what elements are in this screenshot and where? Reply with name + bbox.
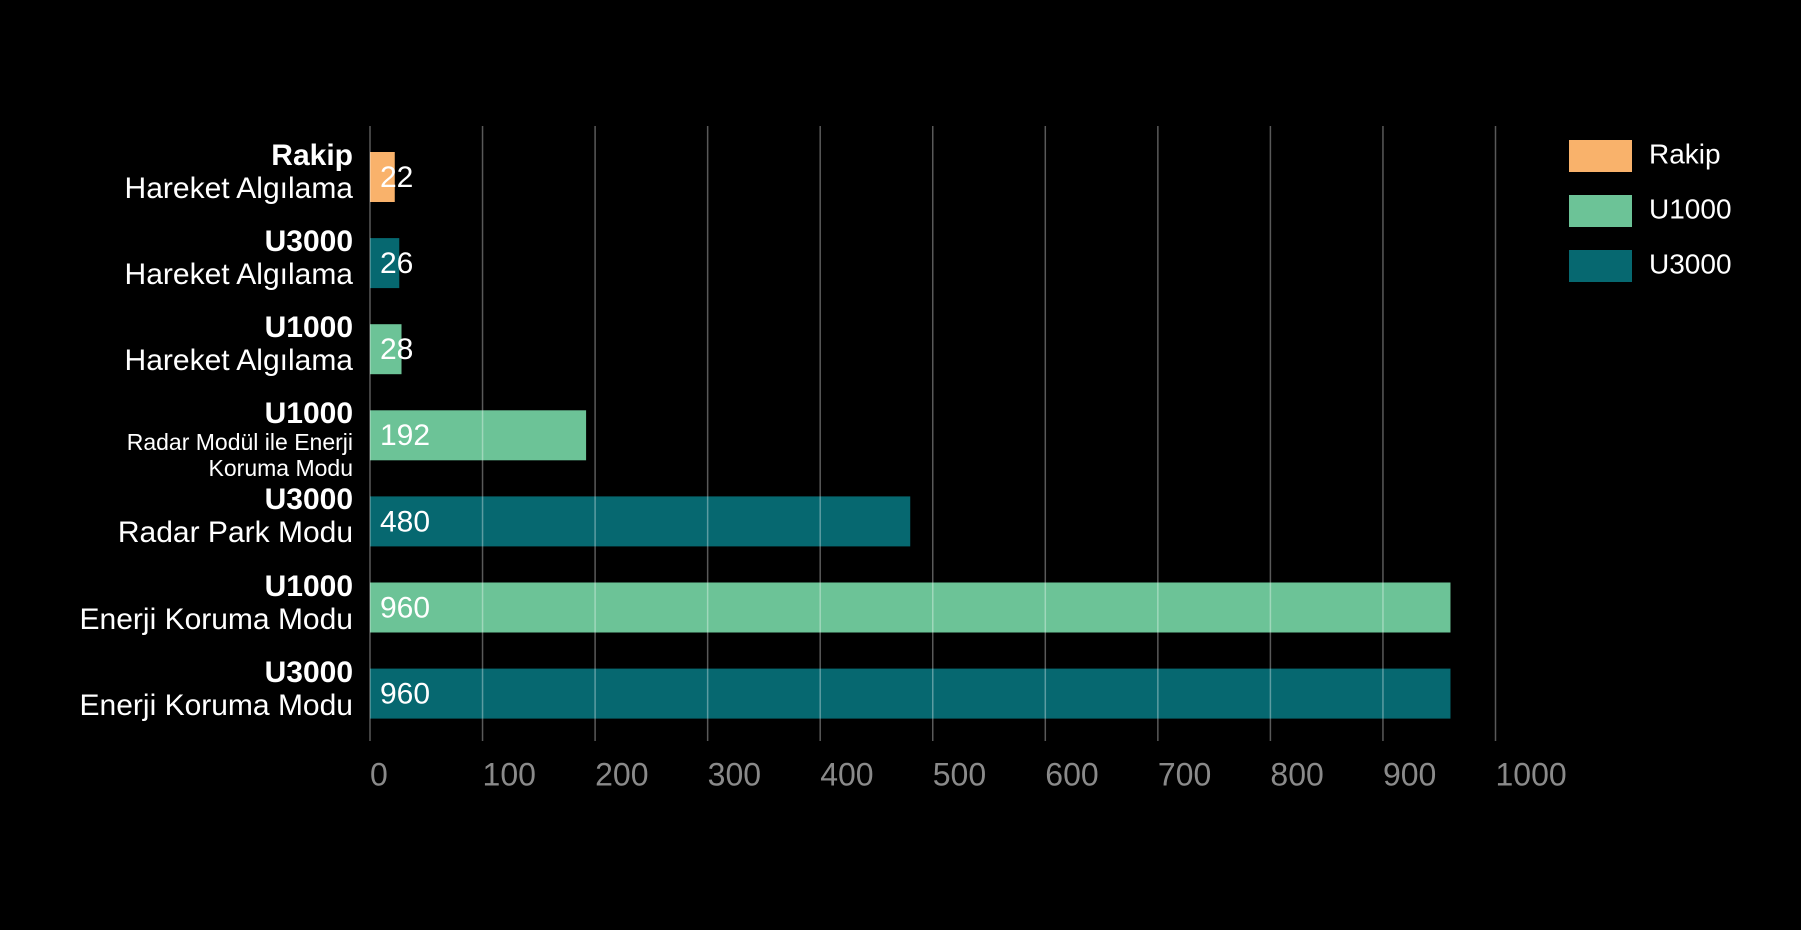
legend-label: U3000	[1649, 248, 1732, 279]
data-label: 960	[380, 678, 430, 711]
x-tick-label: 600	[1045, 756, 1098, 792]
bar	[370, 496, 911, 547]
legend-label: Rakip	[1649, 138, 1721, 169]
data-label: 22	[380, 161, 413, 194]
category-label: Rakip Hareket Algılama	[125, 139, 353, 205]
x-tick-label: 400	[820, 756, 873, 792]
series-name: U1000	[264, 311, 353, 345]
bar	[370, 582, 1451, 633]
series-name: Rakip	[271, 139, 353, 172]
x-tick-label: 200	[595, 756, 648, 792]
data-label: 960	[380, 591, 430, 624]
series-name: U3000	[264, 655, 353, 689]
category-label: U3000 Enerji Koruma Modu	[80, 656, 353, 722]
legend-swatch	[1569, 250, 1632, 282]
x-tick-label: 100	[483, 756, 536, 792]
series-name: U1000	[264, 397, 353, 431]
data-label: 26	[380, 247, 413, 280]
data-label: 480	[380, 505, 430, 538]
category-label: U1000 Radar Modül ile Enerji Koruma Modu	[73, 397, 353, 481]
category-text: Radar Modül ile Enerji Koruma Modu	[126, 429, 353, 481]
category-text: Hareket Algılama	[124, 258, 353, 292]
x-tick-label: 300	[708, 756, 761, 792]
legend-swatch	[1569, 140, 1632, 172]
category-label: U1000 Enerji Koruma Modu	[80, 570, 353, 636]
bar	[370, 238, 400, 289]
data-label: 28	[380, 333, 413, 366]
legend-label: U1000	[1649, 193, 1732, 224]
category-text: Hareket Algılama	[124, 344, 353, 378]
series-name: U1000	[264, 569, 353, 603]
x-tick-label: 900	[1383, 756, 1436, 792]
bar	[370, 410, 587, 461]
x-tick-label: 1000	[1496, 756, 1567, 792]
bar	[370, 324, 402, 375]
series-name: U3000	[264, 225, 353, 259]
category-label: U3000 Radar Park Modu	[118, 483, 353, 549]
bar	[370, 152, 395, 202]
category-text: Hareket Algılama	[124, 172, 353, 205]
category-text: Radar Park Modu	[117, 516, 353, 550]
x-tick-label: 800	[1270, 756, 1323, 792]
category-text: Enerji Koruma Modu	[79, 688, 353, 722]
category-text: Enerji Koruma Modu	[79, 602, 353, 636]
series-name: U3000	[264, 483, 353, 517]
data-label: 192	[380, 419, 430, 452]
bar	[370, 668, 1451, 719]
x-tick-label: 700	[1158, 756, 1211, 792]
legend-swatch	[1569, 195, 1632, 227]
category-label: U3000 Hareket Algılama	[125, 225, 353, 291]
category-label: U1000 Hareket Algılama	[125, 311, 353, 377]
x-tick-label: 0	[370, 756, 388, 792]
x-tick-label: 500	[933, 756, 986, 792]
